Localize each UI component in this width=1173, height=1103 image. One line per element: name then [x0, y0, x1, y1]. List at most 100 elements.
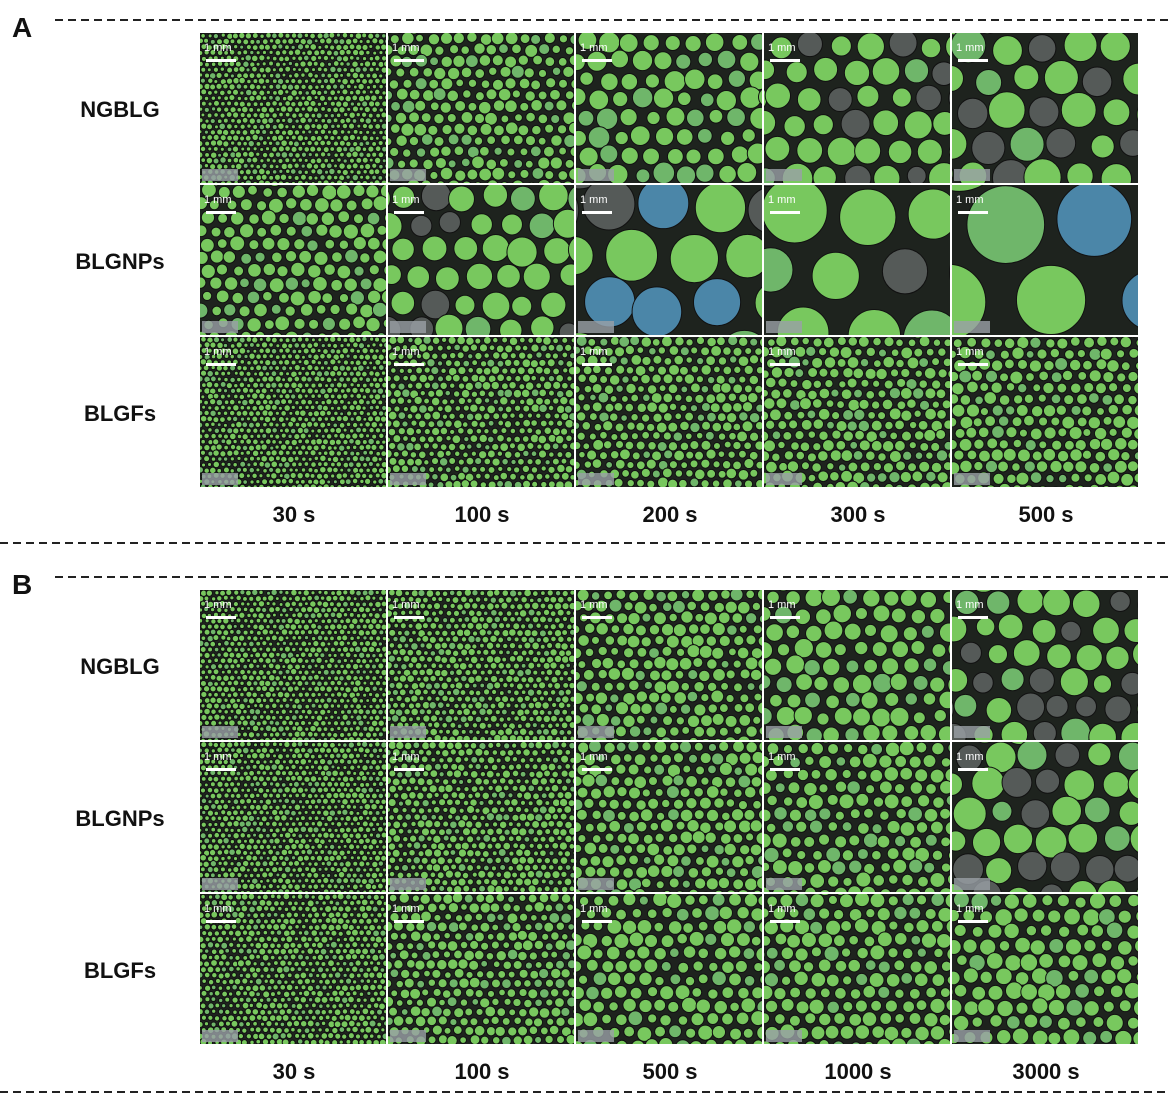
bubble — [374, 371, 380, 377]
bubble — [551, 135, 563, 147]
bubble — [932, 380, 941, 389]
bubble — [482, 292, 510, 320]
bubble — [1095, 383, 1106, 394]
bubble — [352, 445, 356, 449]
bubble — [315, 400, 319, 404]
bubble — [378, 176, 383, 181]
bubble — [223, 389, 227, 393]
bubble — [480, 361, 486, 367]
bubble — [514, 481, 522, 489]
bubble — [424, 412, 432, 420]
bubble — [986, 485, 996, 495]
bubble — [362, 646, 368, 652]
bubble — [321, 434, 325, 438]
bubble — [330, 359, 336, 365]
bubble — [967, 450, 977, 460]
bubble — [718, 451, 725, 458]
bubble — [252, 169, 258, 175]
bubble — [307, 664, 312, 669]
bubble — [486, 89, 497, 100]
bubble — [326, 686, 332, 692]
bubble — [510, 413, 516, 419]
bubble — [307, 731, 313, 737]
bubble — [749, 432, 758, 441]
bubble — [558, 58, 567, 67]
bubble — [249, 411, 255, 417]
bubble — [210, 376, 216, 382]
bubble — [276, 107, 280, 111]
bubble — [562, 352, 568, 358]
bubble — [271, 337, 277, 343]
bubble — [323, 462, 328, 467]
bubble — [305, 371, 310, 376]
bubble — [259, 124, 264, 129]
bubble — [221, 405, 226, 410]
bubble — [1012, 347, 1024, 359]
bubble — [663, 374, 673, 384]
bubble — [326, 50, 332, 56]
bubble — [227, 624, 233, 630]
bubble — [214, 125, 218, 129]
bubble — [361, 198, 373, 210]
bubble — [932, 401, 939, 408]
bubble — [237, 434, 241, 438]
bubble — [285, 146, 291, 152]
bubble — [295, 422, 300, 427]
bubble — [942, 482, 953, 493]
bubble — [242, 445, 247, 450]
bubble — [342, 393, 348, 399]
bubble — [632, 87, 652, 107]
bubble — [1043, 382, 1054, 393]
bubble — [288, 732, 293, 737]
bubble — [369, 394, 374, 399]
bubble — [333, 699, 338, 704]
bubble — [796, 451, 805, 460]
bubble — [320, 630, 325, 635]
bubble — [285, 112, 290, 117]
bubble — [360, 278, 372, 290]
bubble — [505, 406, 512, 413]
bubble — [295, 642, 299, 646]
bubble — [740, 52, 759, 71]
bubble — [468, 635, 476, 643]
bubble — [545, 413, 551, 419]
bubble — [797, 31, 822, 56]
bubble — [239, 66, 245, 72]
bubble — [194, 181, 198, 185]
bubble — [201, 439, 206, 444]
bubble — [271, 382, 277, 388]
bubble — [240, 590, 245, 595]
bubble — [544, 101, 554, 111]
bubble — [763, 440, 775, 452]
bubble — [563, 66, 574, 77]
bubble — [519, 337, 525, 343]
bubble — [314, 74, 319, 79]
bubble — [235, 163, 242, 170]
bubble — [479, 616, 485, 622]
bubble — [316, 657, 322, 663]
bubble — [256, 584, 261, 589]
bubble — [207, 135, 213, 141]
bubble — [468, 648, 475, 655]
bubble — [438, 584, 443, 589]
bubble — [368, 416, 374, 422]
bubble — [276, 619, 281, 624]
bubble — [232, 348, 239, 355]
bubble — [562, 616, 567, 621]
bubble — [437, 482, 444, 489]
bubble — [685, 35, 701, 51]
bubble — [408, 623, 413, 628]
bubble — [828, 88, 852, 112]
bubble — [937, 472, 948, 483]
bubble — [204, 27, 210, 33]
bubble — [567, 376, 572, 381]
bubble — [304, 681, 309, 686]
bubble — [193, 303, 208, 318]
bubble — [1029, 360, 1041, 372]
bubble — [369, 738, 374, 743]
bubble — [246, 147, 250, 151]
bubble — [686, 339, 693, 346]
bubble — [482, 381, 491, 390]
bubble — [1000, 350, 1009, 359]
bubble — [317, 102, 321, 106]
